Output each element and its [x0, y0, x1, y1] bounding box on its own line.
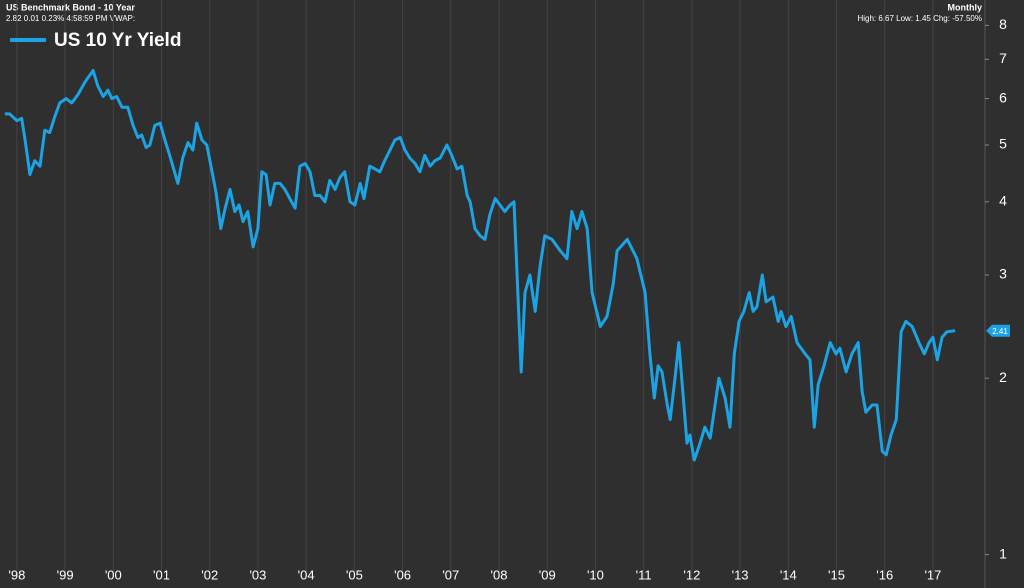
- x-tick-label: '99: [57, 567, 74, 582]
- x-tick-label: '13: [732, 567, 749, 582]
- x-tick-label: '08: [491, 567, 508, 582]
- x-tick-label: '15: [828, 567, 845, 582]
- x-tick-label: '02: [201, 567, 218, 582]
- y-tick-label: 4: [999, 192, 1007, 208]
- stats: High: 6.67 Low: 1.45 Chg: -57.50%: [857, 14, 982, 23]
- y-tick-label: 2: [999, 369, 1007, 385]
- last-value-tag: [986, 324, 1010, 337]
- chart-title: US Benchmark Bond - 10 Year: [6, 2, 135, 12]
- x-tick-label: '01: [153, 567, 170, 582]
- x-tick-label: '09: [539, 567, 556, 582]
- x-tick-label: '04: [298, 567, 315, 582]
- x-tick-label: '12: [683, 567, 700, 582]
- x-tick-label: '06: [394, 567, 411, 582]
- line-series: [4, 69, 956, 462]
- y-tick-label: 3: [999, 266, 1007, 282]
- y-tick-label: 8: [999, 16, 1007, 32]
- x-tick-label: '11: [636, 567, 652, 582]
- x-tick-label: '16: [876, 567, 893, 582]
- y-tick-label: 7: [999, 50, 1007, 66]
- x-tick-label: '14: [780, 567, 797, 582]
- y-tick-label: 1: [999, 545, 1007, 561]
- y-tick-label: 6: [999, 89, 1007, 105]
- legend-label: US 10 Yr Yield: [54, 30, 181, 51]
- x-tick-label: '10: [587, 567, 604, 582]
- subtitle: 2.82 0.01 0.23% 4:58:59 PM VWAP:: [6, 14, 135, 23]
- y-tick-label: 5: [999, 136, 1007, 152]
- last-value-label: 2.41: [992, 327, 1008, 336]
- period: Monthly: [948, 2, 983, 12]
- x-tick-label: '03: [249, 567, 266, 582]
- x-tick-label: '00: [105, 567, 122, 582]
- x-tick-label: '07: [442, 567, 459, 582]
- x-tick-label: '05: [346, 567, 363, 582]
- x-tick-label: '17: [924, 567, 941, 582]
- x-tick-label: '98: [8, 567, 25, 582]
